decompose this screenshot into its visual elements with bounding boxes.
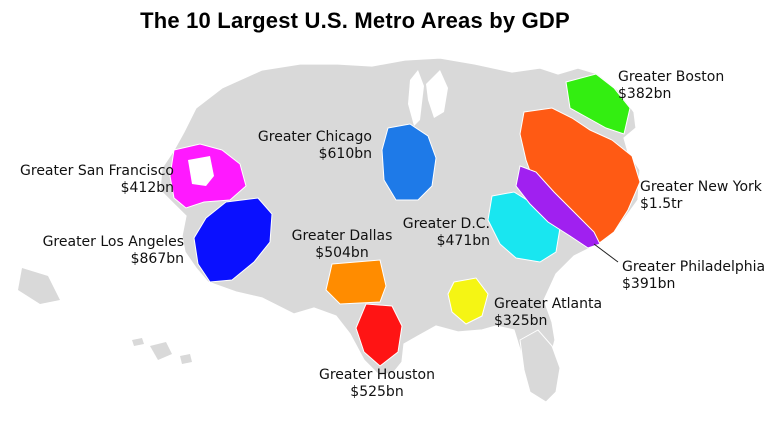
label-chicago: Greater Chicago $610bn: [226, 129, 372, 163]
label-philadelphia: Greater Philadelphia $391bn: [622, 259, 768, 293]
label-name: Greater Los Angeles: [42, 234, 184, 250]
label-name: Greater D.C.: [402, 216, 490, 232]
region-boston: [565, 73, 631, 135]
label-houston: Greater Houston $525bn: [312, 367, 442, 401]
label-gdp: $525bn: [350, 384, 404, 400]
alaska: [18, 268, 60, 304]
label-name: Greater San Francisco: [20, 163, 174, 179]
region-san-francisco-bay: [188, 156, 214, 186]
label-name: Greater Boston: [618, 69, 725, 85]
philadelphia-leader-line: [593, 243, 619, 263]
lake-huron: [426, 70, 448, 118]
label-gdp: $1.5tr: [640, 196, 683, 212]
label-name: Greater Philadelphia: [622, 259, 766, 275]
label-dallas: Greater Dallas $504bn: [286, 228, 398, 262]
lake-michigan: [408, 70, 424, 126]
label-atlanta: Greater Atlanta $325bn: [494, 296, 624, 330]
region-chicago: [381, 123, 437, 201]
region-houston: [355, 303, 403, 367]
label-san-francisco: Greater San Francisco $412bn: [14, 163, 174, 197]
label-gdp: $610bn: [318, 146, 372, 162]
label-los-angeles: Greater Los Angeles $867bn: [20, 234, 184, 268]
hawaii-3: [132, 338, 144, 346]
label-gdp: $412bn: [120, 180, 174, 196]
label-dc: Greater D.C. $471bn: [392, 216, 490, 250]
region-atlanta: [447, 277, 489, 325]
label-name: Greater Dallas: [291, 228, 393, 244]
label-new-york: Greater New York $1.5tr: [640, 179, 766, 213]
label-name: Greater Atlanta: [494, 296, 603, 312]
map-title: The 10 Largest U.S. Metro Areas by GDP: [140, 8, 570, 33]
region-los-angeles: [193, 197, 273, 283]
label-name: Greater New York: [640, 179, 762, 195]
label-name: Greater Houston: [319, 367, 435, 383]
florida: [519, 329, 561, 403]
label-gdp: $471bn: [436, 233, 490, 249]
label-gdp: $391bn: [622, 276, 676, 292]
hawaii-1: [150, 342, 172, 360]
region-philadelphia: [515, 165, 601, 249]
label-gdp: $867bn: [130, 251, 184, 267]
label-boston: Greater Boston $382bn: [618, 69, 758, 103]
label-name: Greater Chicago: [257, 129, 372, 145]
hawaii-2: [180, 354, 192, 364]
label-gdp: $325bn: [494, 313, 548, 329]
label-gdp: $382bn: [618, 86, 672, 102]
region-dallas: [325, 259, 387, 305]
label-gdp: $504bn: [315, 245, 369, 261]
